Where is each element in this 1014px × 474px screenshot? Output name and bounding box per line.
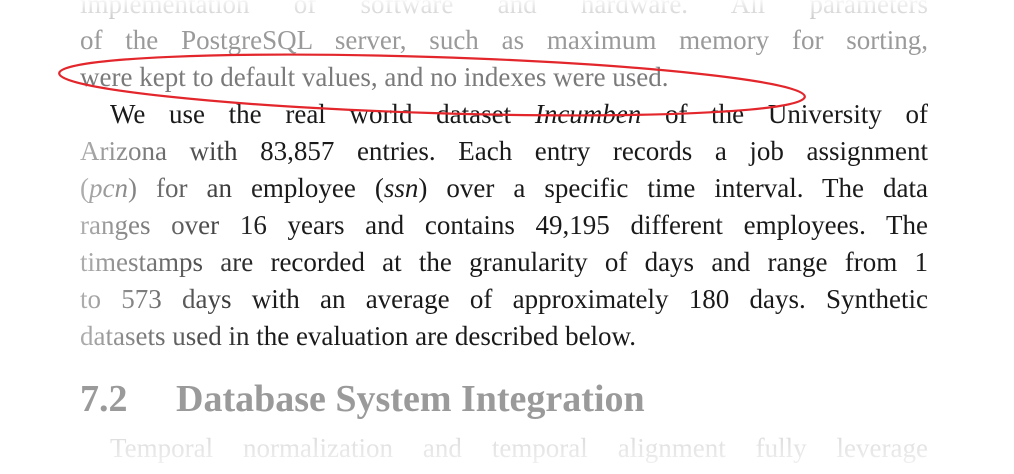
- text-span: of the University of: [641, 99, 928, 129]
- dataset-name: Incumben: [534, 99, 642, 129]
- text-line: timestamps are recorded at the granulari…: [80, 247, 928, 277]
- section-title: Database System Integration: [176, 378, 645, 420]
- section-heading: 7.2 Database System Integration: [80, 376, 645, 422]
- text-span: ) for an employee (: [127, 173, 384, 203]
- highlighted-text-line: were kept to default values, and no inde…: [80, 62, 669, 92]
- text-line: (pcn) for an employee (ssn) over a speci…: [80, 170, 928, 206]
- section-number: 7.2: [80, 378, 128, 420]
- text-span: (: [80, 173, 89, 203]
- text-span: We use the real world dataset: [110, 99, 535, 129]
- math-variable: pcn: [89, 173, 128, 203]
- text-line: datasets used in the evaluation are desc…: [80, 321, 637, 351]
- text-line: implementation of software and hardware.…: [80, 0, 928, 19]
- text-line: ranges over 16 years and contains 49,195…: [80, 210, 928, 240]
- math-variable: ssn: [383, 173, 419, 203]
- text-span: ) over a specific time interval. The dat…: [418, 173, 928, 203]
- text-line: Arizona with 83,857 entries. Each entry …: [80, 136, 928, 166]
- text-line: of the PostgreSQL server, such as maximu…: [80, 25, 928, 55]
- text-line: to 573 days with an average of approxima…: [80, 284, 928, 314]
- text-line: Temporal normalization and temporal alig…: [110, 433, 928, 463]
- text-line: We use the real world dataset Incumben o…: [80, 96, 928, 132]
